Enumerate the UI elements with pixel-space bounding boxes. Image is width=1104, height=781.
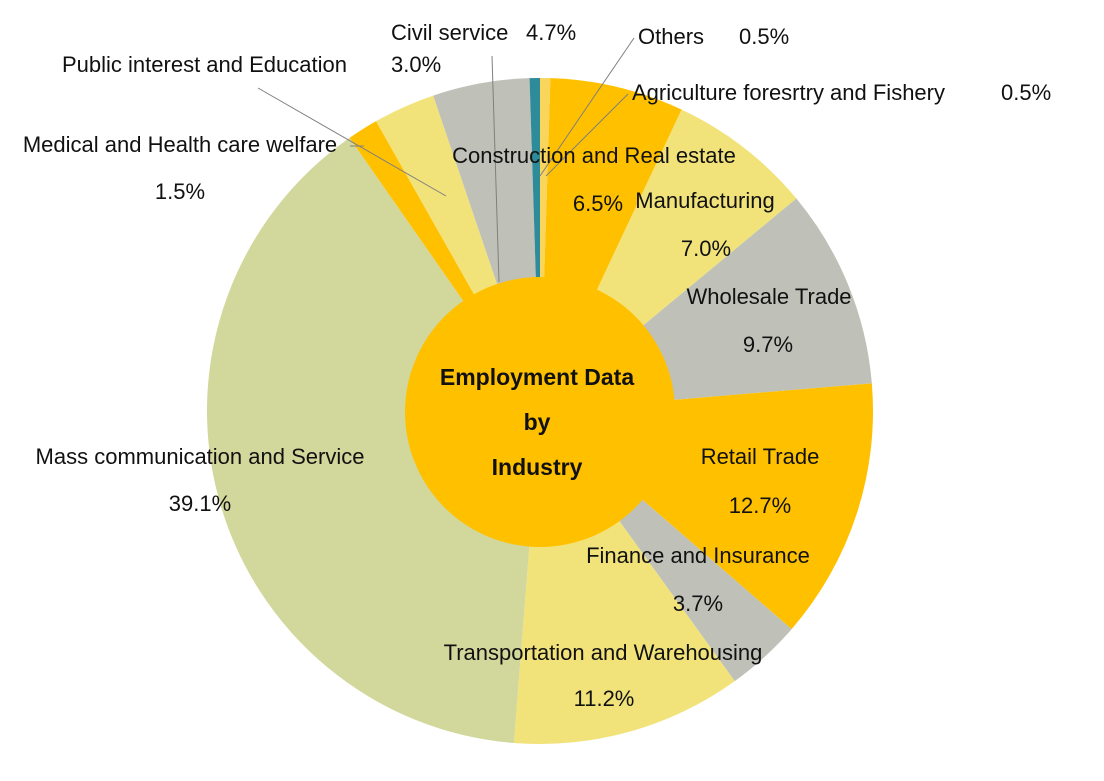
slice-value-retail-trade: 12.7% [729,493,791,518]
slice-value-manufacturing: 7.0% [681,236,731,261]
slice-label-finance-and-insurance: Finance and Insurance [586,543,810,568]
slice-label-transportation-and-warehousing: Transportation and Warehousing [444,640,763,665]
slice-label-retail-trade: Retail Trade [701,444,820,469]
slice-value-medical-and-health-care-welfare: 1.5% [155,179,205,204]
slice-label-construction-and-real-estate: Construction and Real estate [452,143,736,168]
center-title-line-1: Employment Data [440,364,634,390]
leader-line-public-interest-and-education [257,87,447,197]
slice-label-agriculture-foresrtry-and-fishery: Agriculture foresrtry and Fishery [632,80,945,105]
slice-value-civil-service: 4.7% [526,20,576,45]
slice-mass-communication-and-service [206,137,540,743]
slice-label-medical-and-health-care-welfare: Medical and Health care welfare [23,132,337,157]
slice-value-mass-communication-and-service: 39.1% [169,491,231,516]
slice-labels: Agriculture foresrtry and Fishery 0.5% Con… [23,20,1051,711]
center-title-line-2: by [524,409,551,435]
center-title: Employment Data by Industry [440,364,634,480]
slice-value-wholesale-trade: 9.7% [743,332,793,357]
center-disc [405,277,675,547]
leader-lines [257,37,635,283]
slice-label-others: Others [638,24,704,49]
leader-line-others [539,37,635,177]
slice-label-manufacturing: Manufacturing [635,188,774,213]
slice-label-mass-communication-and-service: Mass communication and Service [36,444,365,469]
slice-value-transportation-and-warehousing: 11.2% [574,686,635,711]
slice-label-public-interest-and-education: Public interest and Education [62,52,347,77]
leader-line-civil-service [491,55,500,283]
slice-label-wholesale-trade: Wholesale Trade [686,284,851,309]
slice-value-others: 0.5% [739,24,789,49]
slice-label-civil-service: Civil service [391,20,508,45]
center-title-line-3: Industry [492,454,583,480]
slice-value-public-interest-and-education: 3.0% [391,52,441,77]
slice-value-finance-and-insurance: 3.7% [673,591,723,616]
leader-line-agriculture-foresrtry-and-fishery [545,93,629,177]
slice-value-construction-and-real-estate: 6.5% [573,191,623,216]
slice-value-agriculture-foresrtry-and-fishery: 0.5% [1001,80,1051,105]
